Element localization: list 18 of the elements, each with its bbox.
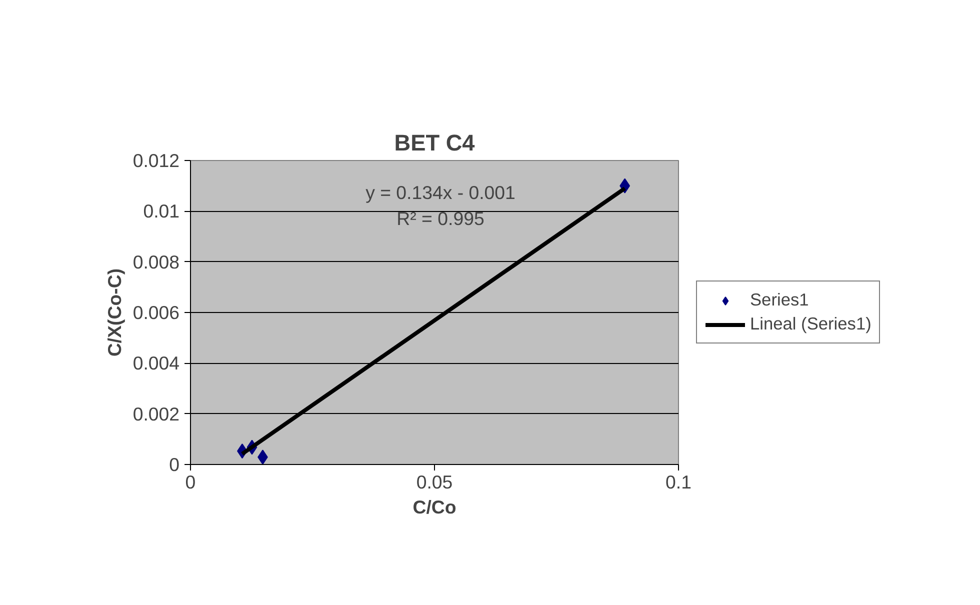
y-tick-label: 0 bbox=[169, 454, 180, 475]
y-tick-label: 0.008 bbox=[132, 251, 180, 272]
y-tick-label: 0.006 bbox=[132, 302, 180, 323]
x-tick-label: 0 bbox=[185, 472, 196, 492]
x-tick-label: 0.05 bbox=[416, 472, 453, 492]
annotation: R² = 0.995 bbox=[396, 208, 484, 229]
y-tick-label: 0.012 bbox=[132, 150, 180, 171]
legend-label: Series1 bbox=[750, 290, 809, 310]
y-tick-label: 0.002 bbox=[132, 403, 180, 424]
y-axis-title: C/X(Co-C) bbox=[104, 268, 125, 357]
x-axis-title: C/Co bbox=[412, 496, 456, 518]
legend-label: Lineal (Series1) bbox=[750, 314, 872, 334]
annotation: y = 0.134x - 0.001 bbox=[366, 182, 516, 203]
x-tick-label: 0.1 bbox=[666, 472, 692, 492]
y-tick-label: 0.01 bbox=[143, 200, 180, 222]
chart-title: BET C4 bbox=[394, 130, 476, 156]
point bbox=[258, 450, 268, 464]
y-tick-label: 0.004 bbox=[132, 352, 180, 374]
